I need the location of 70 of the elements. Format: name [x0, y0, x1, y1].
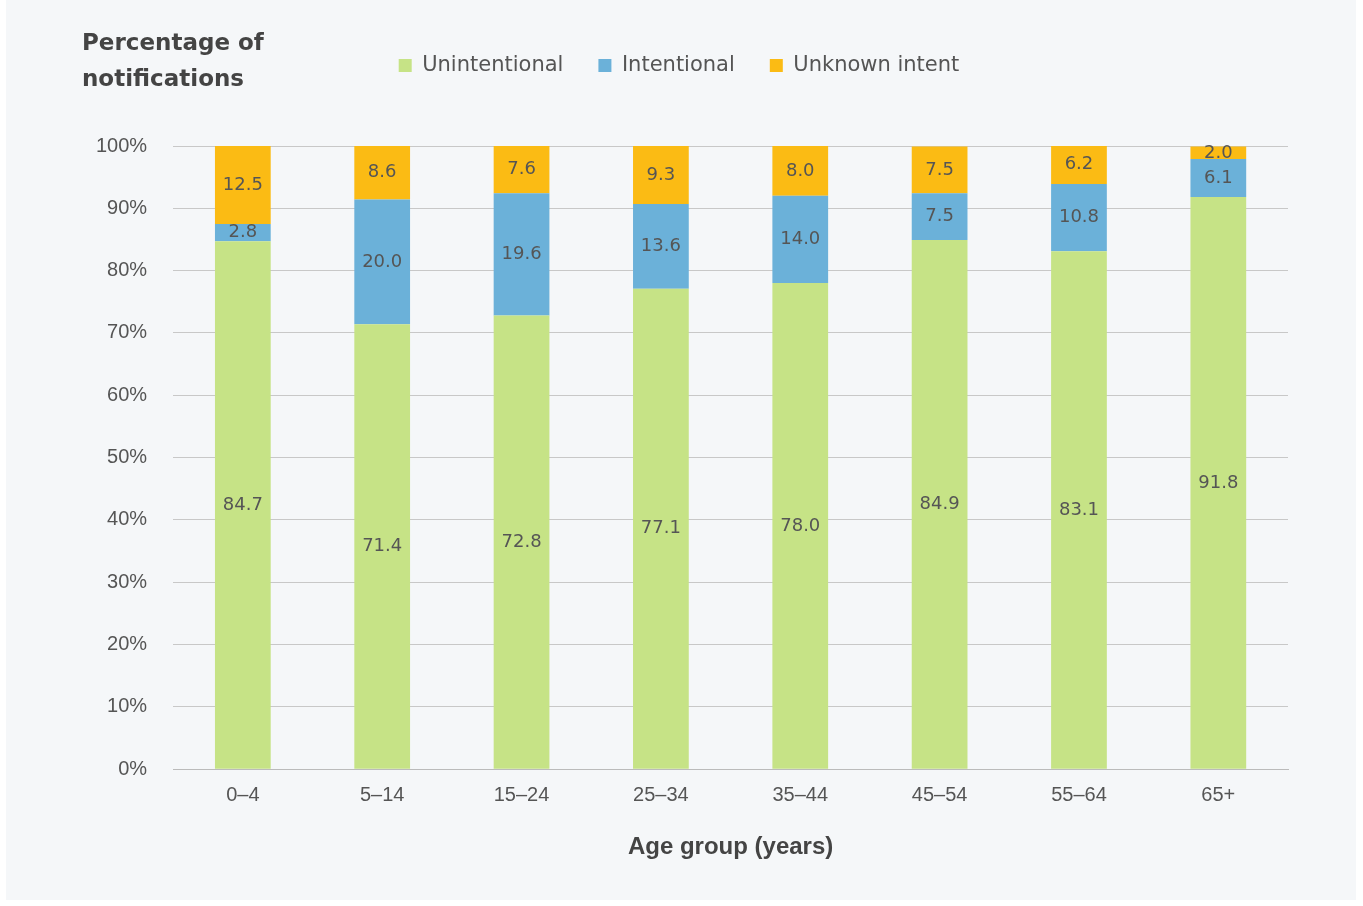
bar — [354, 199, 411, 325]
data-label: 20.0 — [362, 249, 403, 271]
data-label: 6.1 — [1204, 165, 1233, 187]
bar — [493, 193, 550, 316]
y-tick-label: 90% — [107, 195, 148, 218]
data-label: 72.8 — [501, 529, 542, 551]
y-tick-label: 50% — [107, 445, 148, 468]
data-label: 71.4 — [362, 534, 403, 556]
data-label: 7.5 — [925, 157, 954, 179]
bar — [1051, 251, 1107, 769]
y-axis-title: Percentage of notifications — [82, 28, 265, 93]
data-label: 8.0 — [785, 158, 815, 180]
data-label: 2.8 — [228, 220, 258, 242]
y-tick-label: 70% — [107, 320, 148, 343]
bar — [772, 146, 829, 196]
bar — [1190, 159, 1247, 198]
data-label: 78.0 — [780, 513, 821, 535]
legend-label: Unknown intent — [793, 51, 960, 76]
x-tick-label: 45–54 — [911, 782, 968, 805]
data-label: 8.6 — [367, 160, 397, 182]
data-label: 10.8 — [1058, 205, 1100, 227]
data-label: 7.6 — [507, 157, 536, 179]
bar — [911, 193, 968, 241]
data-label: 2.0 — [1204, 140, 1233, 162]
bar — [772, 283, 829, 769]
x-tick-label: 0–4 — [226, 782, 260, 805]
bar — [911, 240, 968, 769]
x-tick-label: 25–34 — [633, 782, 689, 805]
x-axis-title: Age group (years) — [627, 832, 834, 860]
bar — [911, 146, 968, 194]
data-label: 12.5 — [222, 172, 263, 194]
bar — [1190, 197, 1247, 769]
data-label: 14.0 — [780, 227, 821, 249]
bar — [493, 146, 550, 194]
x-tick-label: 65+ — [1201, 782, 1236, 805]
bar — [633, 288, 689, 769]
bar — [354, 146, 411, 200]
y-tick-label: 0% — [118, 756, 148, 779]
y-tick-label: 30% — [107, 569, 148, 592]
y-tick-label: 20% — [107, 632, 148, 655]
bar — [772, 195, 829, 284]
data-label: 83.1 — [1058, 497, 1100, 519]
y-tick-label: 60% — [107, 382, 148, 405]
data-label: 84.7 — [222, 492, 263, 514]
data-label: 13.6 — [640, 234, 681, 256]
legend-label: Intentional — [621, 51, 735, 76]
data-label: 91.8 — [1198, 470, 1239, 492]
bar — [493, 315, 550, 769]
bar — [214, 146, 271, 224]
y-tick-label: 80% — [107, 258, 148, 281]
y-tick-label: 40% — [107, 507, 148, 530]
bar — [214, 241, 271, 769]
legend-label: Unintentional — [422, 51, 564, 76]
x-tick-label: 15–24 — [493, 782, 550, 805]
y-tick-label: 100% — [96, 133, 148, 156]
x-tick-label: 55–64 — [1051, 782, 1107, 805]
bar — [633, 203, 689, 289]
x-tick-label: 5–14 — [359, 782, 405, 805]
y-tick-label: 10% — [107, 694, 148, 717]
data-label: 7.5 — [925, 204, 954, 226]
data-label: 84.9 — [919, 492, 960, 514]
x-tick-label: 35–44 — [772, 782, 829, 805]
data-label: 9.3 — [646, 162, 676, 184]
bar — [1051, 146, 1107, 185]
data-label: 6.2 — [1064, 152, 1094, 174]
bar — [354, 324, 411, 769]
bar — [1051, 184, 1107, 252]
bar — [633, 146, 689, 204]
data-label: 19.6 — [501, 242, 542, 264]
data-label: 77.1 — [640, 516, 681, 538]
